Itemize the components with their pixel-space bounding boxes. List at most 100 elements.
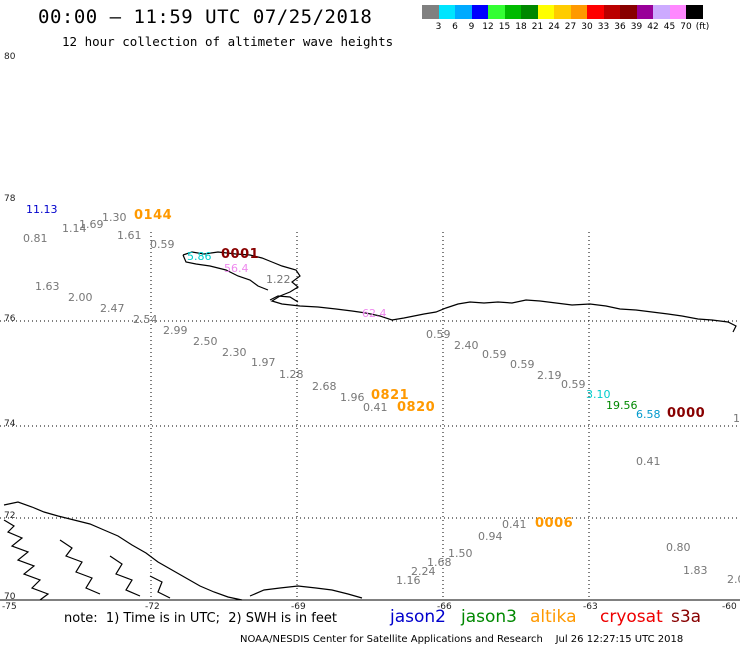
legend-label: 70 <box>680 22 692 32</box>
coastline-lancaster <box>269 295 299 303</box>
legend-label: 30 <box>581 22 593 32</box>
wave-height-value: 1 <box>733 412 740 425</box>
footer-credit: NOAA/NESDIS Center for Satellite Applica… <box>240 634 684 645</box>
lat-label-70: 70 <box>4 592 16 602</box>
wave-height-value: 0.80 <box>666 541 691 554</box>
wave-height-value: 0.41 <box>363 401 388 414</box>
graticule <box>0 232 740 600</box>
legend-swatch <box>438 5 455 19</box>
wave-height-value: 3.10 <box>586 388 611 401</box>
wave-height-value: 2.47 <box>100 302 125 315</box>
legend-swatch <box>554 5 571 19</box>
wave-height-value: 0.81 <box>23 232 48 245</box>
wave-height-value: 2.24 <box>411 565 436 578</box>
satellite-cryosat: cryosat <box>600 607 663 627</box>
wave-height-value: 0.59 <box>426 328 451 341</box>
footer-note: note: 1) Time is in UTC; 2) SWH is in fe… <box>64 611 337 626</box>
wave-height-value: 0.59 <box>561 378 586 391</box>
wave-height-value: 0.41 <box>636 455 661 468</box>
lat-label-72: 72 <box>4 511 16 521</box>
lon-label-63: -63 <box>583 602 598 612</box>
legend-swatch <box>653 5 670 19</box>
legend-swatch <box>686 5 703 19</box>
coastline-baffin-north <box>182 254 269 291</box>
lon-label-60: -60 <box>722 602 737 612</box>
legend-label: 24 <box>548 22 560 32</box>
lon-label-69: -69 <box>291 602 306 612</box>
wave-height-value: 1.69 <box>79 218 104 231</box>
lon-label-75: -75 <box>2 602 17 612</box>
legend-label: (ft) <box>695 22 710 32</box>
wave-height-value: 11.13 <box>26 203 58 216</box>
legend-swatch <box>422 5 439 19</box>
legend-swatch <box>603 5 620 19</box>
legend-label: 3 <box>435 22 442 32</box>
lon-label-72: -72 <box>145 602 160 612</box>
satellite-jason3: jason3 <box>461 607 517 627</box>
legend-label: 39 <box>630 22 643 32</box>
wave-height-value: 0.94 <box>478 530 503 543</box>
lat-label-74: 74 <box>4 419 16 429</box>
legend-swatch <box>620 5 637 19</box>
page-title: 00:00 – 11:59 UTC 07/25/2018 <box>38 6 373 28</box>
legend-label: 42 <box>647 22 659 32</box>
wave-height-value: 1.30 <box>102 211 127 224</box>
wave-height-value: 1.97 <box>251 356 276 369</box>
pass-time-label: 0001 <box>221 247 260 262</box>
wave-height-value: 1.50 <box>448 547 473 560</box>
wave-height-value: 6.58 <box>636 408 661 421</box>
legend-label: 6 <box>452 22 458 32</box>
legend-label: 21 <box>531 22 544 32</box>
coastline-cumberland <box>249 585 363 599</box>
satellite-s3a: s3a <box>671 607 702 627</box>
legend-label: 9 <box>468 22 475 32</box>
wave-height-value: 2.99 <box>163 324 188 337</box>
lat-label-78: 78 <box>4 194 16 204</box>
wave-height-value: 1.28 <box>279 368 304 381</box>
legend-label: 12 <box>482 22 494 32</box>
wave-height-value: 2.00 <box>68 291 93 304</box>
legend-label: 45 <box>663 22 676 32</box>
lat-label-76: 76 <box>4 314 16 324</box>
legend-swatch <box>488 5 505 19</box>
legend-label: 27 <box>564 22 577 32</box>
pass-time-label: 0000 <box>667 406 706 421</box>
coastline-bylot-island <box>182 251 737 333</box>
pass-time-label: 0006 <box>535 516 574 531</box>
satellite-altika: altika <box>530 607 577 627</box>
wave-height-value: 1.14 <box>62 222 87 235</box>
wave-height-value: 0.59 <box>510 358 535 371</box>
wave-height-value: 2.68 <box>312 380 337 393</box>
wave-height-value: 0.59 <box>482 348 507 361</box>
wave-height-value: 2.50 <box>193 335 218 348</box>
legend-swatch <box>636 5 653 19</box>
legend-swatch <box>504 5 521 19</box>
legend-swatch <box>537 5 554 19</box>
wave-height-value: 0.41 <box>502 518 527 531</box>
wave-height-value: 1.68 <box>427 556 452 569</box>
wave-height-value: 2.54 <box>133 313 158 326</box>
lat-label-80: 80 <box>4 52 16 62</box>
legend-swatch <box>471 5 488 19</box>
coastline-baffin-fjords <box>3 519 171 601</box>
wave-height-value: 2.0 <box>727 573 740 586</box>
wave-height-value: 1.61 <box>117 229 142 242</box>
wave-height-value: 56.4 <box>224 262 249 275</box>
wave-height-value: 62.4 <box>362 307 387 320</box>
legend-swatch <box>587 5 604 19</box>
legend-label: 36 <box>614 22 626 32</box>
page-subtitle: 12 hour collection of altimeter wave hei… <box>62 34 394 49</box>
pass-time-label: 0821 <box>371 388 410 403</box>
legend-swatch <box>521 5 538 19</box>
legend-swatch <box>455 5 472 19</box>
wave-height-value: 19.56 <box>606 399 638 412</box>
legend-label: 15 <box>498 22 511 32</box>
wave-height-value: 1.16 <box>396 574 421 587</box>
lon-label-66: -66 <box>437 602 452 612</box>
wave-height-value: 1.22 <box>266 273 291 286</box>
wave-height-value: 1.83 <box>683 564 708 577</box>
wave-height-value: 2.40 <box>454 339 479 352</box>
pass-time-label: 0144 <box>134 208 173 223</box>
legend-label: 18 <box>515 22 527 32</box>
